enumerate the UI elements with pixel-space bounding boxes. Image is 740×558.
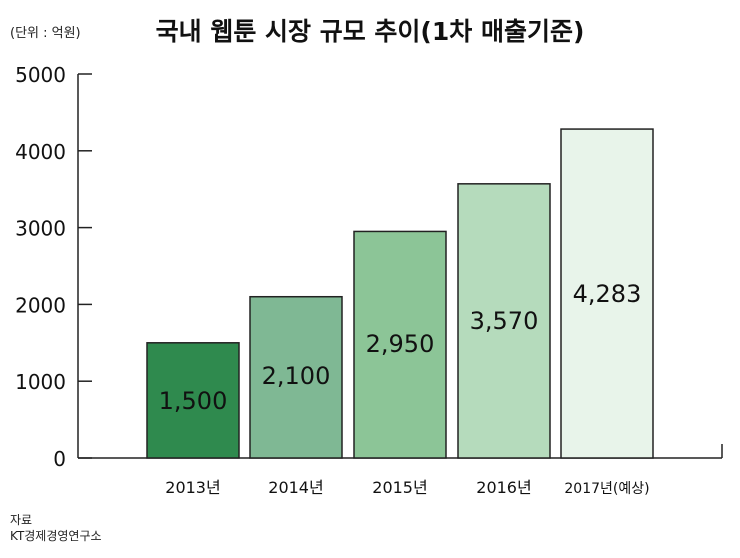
bars [146, 128, 654, 459]
y-tick-label: 1000 [15, 370, 66, 394]
bar [146, 342, 240, 459]
chart-title: 국내 웹툰 시장 규모 추이(1차 매출기준) [155, 17, 585, 46]
y-tick-label: 0 [53, 447, 66, 471]
chart-axes: 0 1000 2000 3000 4000 5000 [15, 63, 723, 471]
bar [457, 183, 551, 459]
bar [249, 295, 343, 459]
bar-value-label: 2,950 [366, 330, 435, 358]
bar [560, 128, 654, 459]
y-tick-label: 3000 [15, 217, 66, 241]
source-note: 자료 KT경제경영연구소 [10, 512, 102, 544]
source-org: KT경제경영연구소 [10, 529, 102, 543]
unit-label: (단위 : 억원) [10, 26, 81, 41]
bar-value-label: 1,500 [159, 387, 228, 415]
x-tick-label: 2017년(예상) [564, 481, 649, 497]
x-tick-label: 2015년 [372, 478, 427, 497]
source-label: 자료 [10, 513, 33, 527]
bar-labels: 1,500 2013년 2,100 2014년 2,950 2015년 3,570 2016년… [159, 280, 650, 497]
y-tick-label: 4000 [15, 140, 66, 164]
y-tick-label: 5000 [15, 63, 66, 87]
bar-value-label: 2,100 [262, 362, 331, 390]
bar [353, 230, 447, 459]
x-tick-label: 2014년 [268, 478, 323, 497]
bar-value-label: 3,570 [470, 307, 539, 335]
x-tick-label: 2016년 [476, 478, 531, 497]
y-tick-label: 2000 [15, 293, 66, 317]
x-tick-label: 2013년 [165, 478, 220, 497]
bar-value-label: 4,283 [573, 280, 642, 308]
